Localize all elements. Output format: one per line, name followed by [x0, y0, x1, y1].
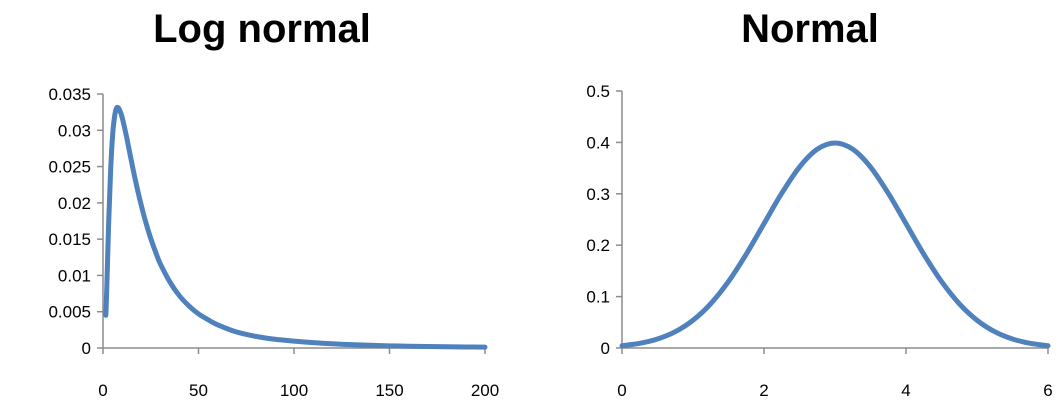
lognormal-plot-area: 0 0.005 0.01 0.015 0.02 0.025 0.03 0.035 0 50 100 1…	[48, 85, 499, 400]
normal-y-tick-label: 0.3	[586, 185, 610, 204]
lognormal-title: Log normal	[153, 7, 371, 51]
lognormal-x-tick-label: 100	[280, 381, 308, 400]
normal-x-tick-label: 2	[759, 381, 768, 400]
lognormal-y-tick-label: 0.025	[48, 158, 91, 177]
normal-x-tick-label: 6	[1043, 381, 1052, 400]
normal-x-tick-label: 4	[901, 381, 910, 400]
normal-y-tick-label: 0.4	[586, 133, 610, 152]
normal-plot-area: 0 0.1 0.2 0.3 0.4 0.5 0 2 4 6	[586, 82, 1052, 400]
lognormal-y-tick-label: 0.015	[48, 230, 91, 249]
lognormal-chart: Log normal 00.0050.010.0150.020.0250.030…	[48, 7, 499, 400]
normal-y-tick-label: 0.1	[586, 288, 610, 307]
normal-y-tick-label: 0	[601, 339, 610, 358]
normal-chart: Normal 0 0.1 0.2 0.3 0.4 0.5 0 2 4 6	[586, 7, 1052, 400]
normal-series-line	[619, 140, 1051, 349]
normal-y-tick-label: 0.2	[586, 236, 610, 255]
normal-y-tick-label: 0.5	[586, 82, 610, 101]
lognormal-x-tick-label: 50	[189, 381, 208, 400]
lognormal-y-tick-label: 0.035	[48, 85, 91, 104]
lognormal-x-tick-label: 0	[98, 381, 107, 400]
lognormal-y-tick-label: 0.005	[48, 303, 91, 322]
lognormal-x-tick-label: 200	[471, 381, 499, 400]
lognormal-y-tick-label: 0.01	[58, 266, 91, 285]
normal-x-tick-label: 0	[617, 381, 626, 400]
lognormal-y-tick-label: 0	[82, 339, 91, 358]
normal-title: Normal	[741, 7, 879, 51]
lognormal-y-tick-label: 0.02	[58, 194, 91, 213]
lognormal-y-tick-label: 0.03	[58, 121, 91, 140]
lognormal-x-tick-label: 150	[375, 381, 403, 400]
lognormal-series-line	[103, 104, 488, 350]
